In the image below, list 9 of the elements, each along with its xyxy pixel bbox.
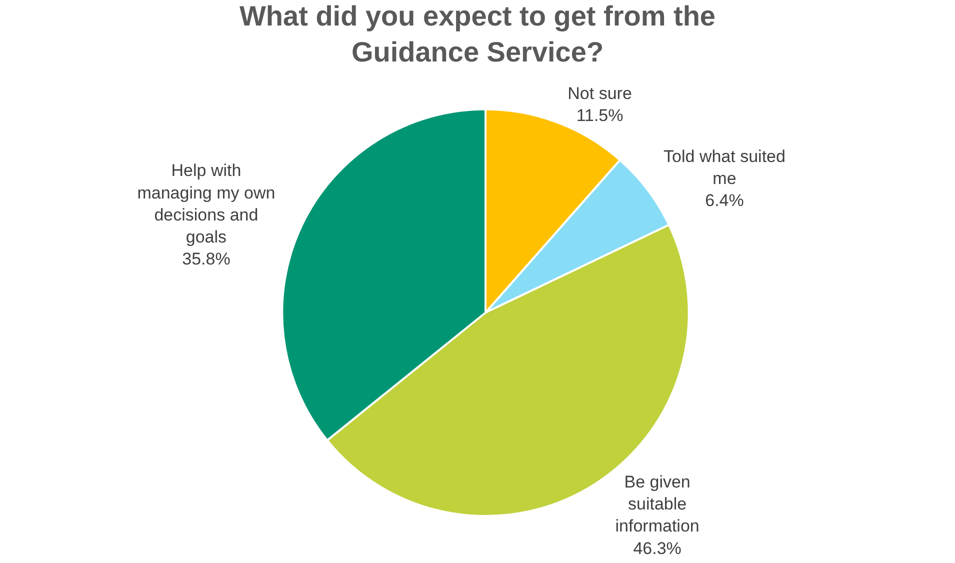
- data-label: 11.5%: [576, 106, 624, 125]
- slice-label: Not sure: [568, 84, 632, 103]
- data-label: 6.4%: [705, 191, 744, 210]
- data-label: 46.3%: [633, 538, 682, 558]
- slice-label: Help with managing my own decisions and goals: [137, 161, 276, 246]
- data-label: 35.8%: [182, 250, 230, 269]
- chart-title: What did you expect to get from the Guidance Service?: [239, 0, 716, 68]
- slice-label: Told what suited me: [664, 146, 786, 188]
- slice-label: Be given suitable information: [615, 472, 700, 536]
